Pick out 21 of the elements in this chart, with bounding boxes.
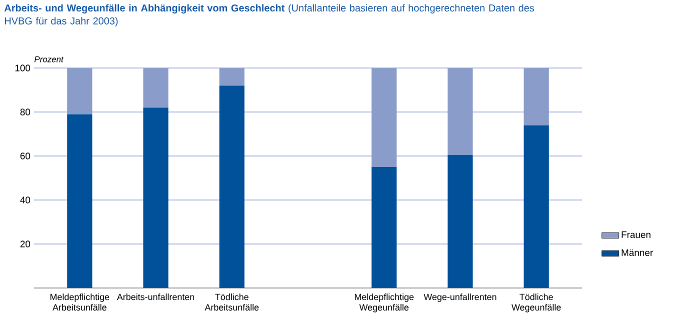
x-tick-label: Arbeits-unfallrenten <box>116 294 194 300</box>
bar <box>67 114 92 288</box>
x-tick-label: Meldepflichtige Wegeunfälle <box>354 294 414 312</box>
bar <box>372 167 397 288</box>
x-tick-label: Wege-unfallrenten <box>424 294 496 302</box>
x-tick-label: Meldepflichtige Arbeitsunfälle <box>50 294 110 311</box>
y-tick-label: 20 <box>20 240 30 248</box>
y-tick-label: 100 <box>15 64 30 72</box>
y-tick-label: 40 <box>20 196 30 204</box>
legend-label: Männer <box>622 249 653 256</box>
x-tick-label: Tödliche Wegeunfälle <box>512 294 561 312</box>
legend-label: Frauen <box>622 231 650 238</box>
bar <box>524 125 549 288</box>
y-axis-title: Prozent <box>34 56 64 62</box>
x-tick-label: Tödliche Arbeitsunfälle <box>204 294 259 311</box>
bar <box>219 86 244 288</box>
bar <box>448 154 473 288</box>
y-tick-label: 60 <box>20 152 30 160</box>
y-tick-label: 80 <box>20 108 30 116</box>
bar <box>143 108 168 288</box>
chart-title: Arbeits- und Wegeunfälle in Abhängigkeit vom Geschlecht (Unfallanteile basieren auf hochgerechneten Daten des HVBG für das Jahr 2003) <box>4 4 534 26</box>
